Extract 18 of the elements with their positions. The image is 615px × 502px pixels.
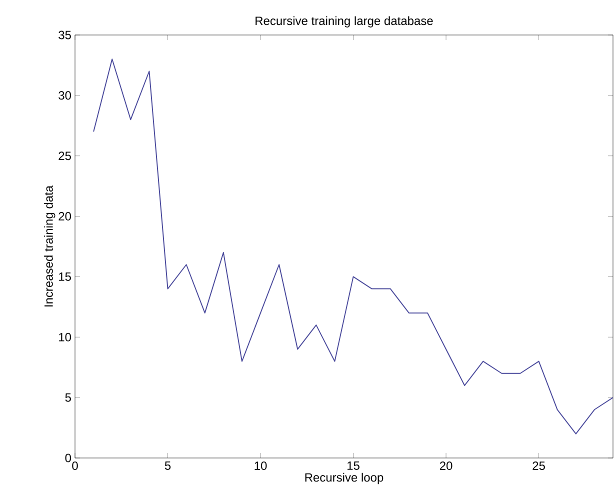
y-tick-label: 25 [58, 152, 71, 160]
y-tick-label: 35 [58, 30, 71, 40]
y-axis-title: Increased training data [44, 185, 56, 306]
x-axis-title: Recursive loop [305, 472, 384, 484]
chart-title: Recursive training large database [256, 16, 433, 28]
x-tick-label: 20 [440, 462, 452, 470]
y-tick-label: 20 [58, 212, 72, 221]
y-tick-label: 30 [58, 91, 72, 100]
x-tick-label: 10 [254, 462, 267, 470]
x-tick-label: 5 [164, 462, 171, 470]
x-tick-label: 15 [348, 462, 360, 470]
x-tick-label: 25 [532, 462, 545, 470]
y-tick-label: 0 [65, 454, 72, 462]
line-series [93, 58, 613, 434]
y-tick-label: 10 [59, 332, 72, 342]
y-tick-label: 5 [65, 393, 71, 402]
y-tick-label: 15 [59, 272, 71, 281]
x-tick-label: 0 [72, 462, 78, 470]
